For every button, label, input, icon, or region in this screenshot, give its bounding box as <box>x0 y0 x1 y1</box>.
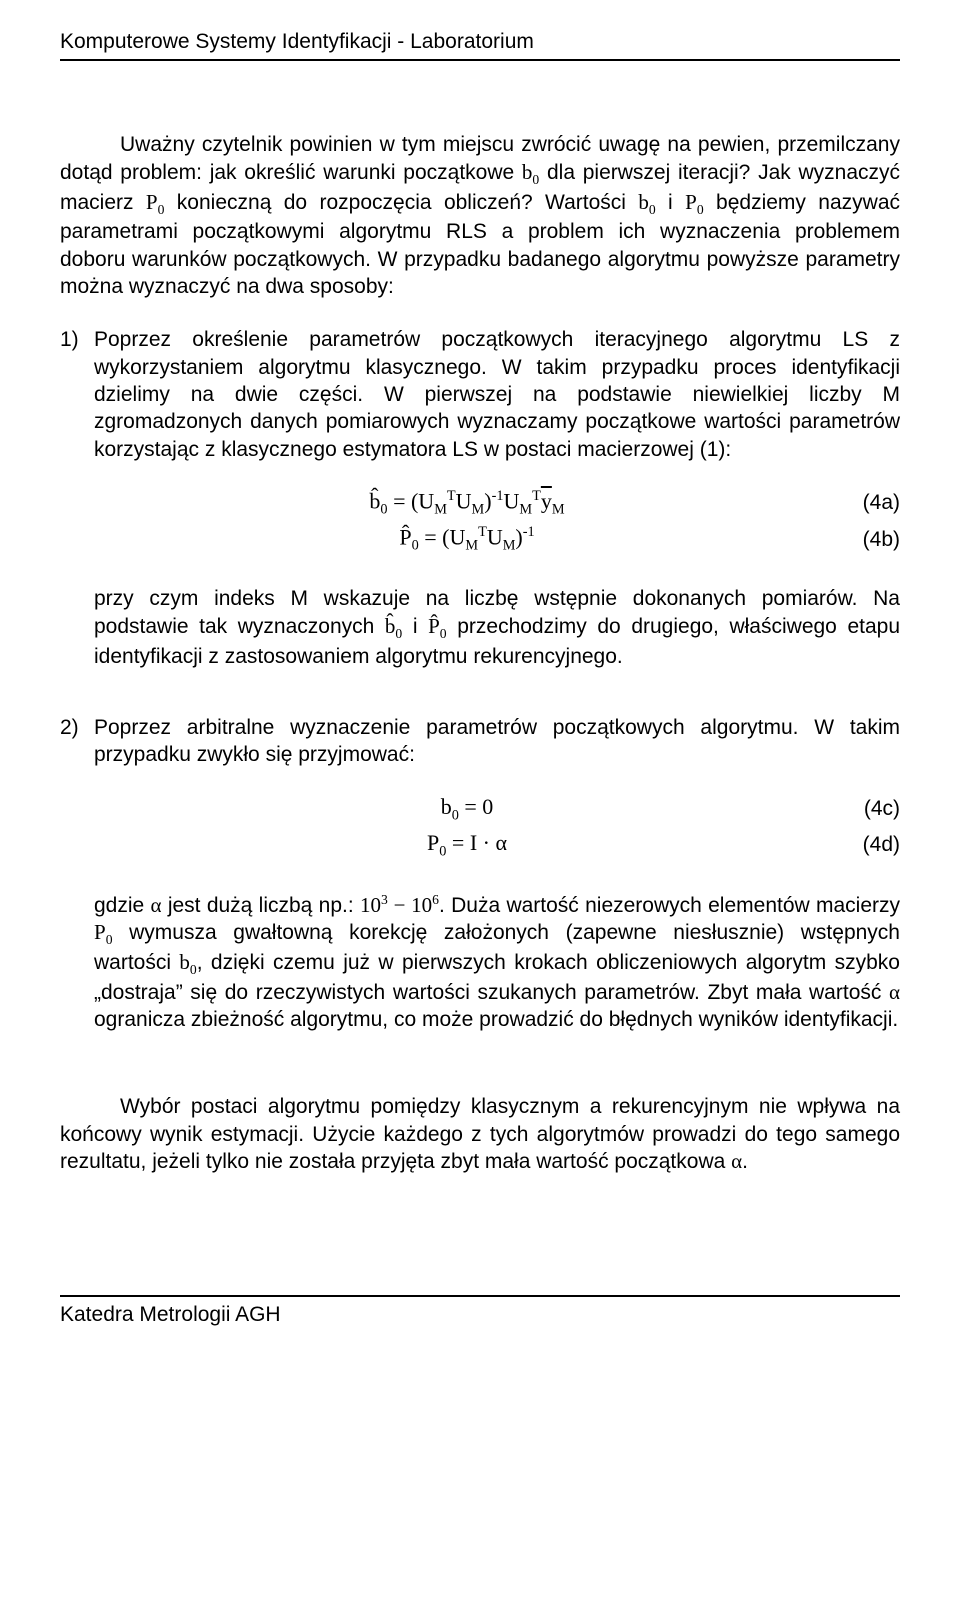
list-item-2-followup: gdzie α jest dużą liczbą np.: 103 − 106.… <box>94 891 900 1034</box>
equation-4c-label: (4c) <box>840 795 900 822</box>
footer-text: Katedra Metrologii AGH <box>60 1303 281 1326</box>
equation-4d: P0 = I · α <box>94 829 840 861</box>
equation-4d-row: P0 = I · α (4d) <box>94 829 900 861</box>
equation-4a: b̂0 = (UMTUM)-1UMTyM <box>94 487 840 519</box>
equation-4a-label: (4a) <box>840 489 900 516</box>
list-item-2: 2)Poprzez arbitralne wyznaczenie paramet… <box>94 714 900 1033</box>
list-item-1-text: Poprzez określenie parametrów początkowy… <box>94 328 900 460</box>
equation-4c-row: b0 = 0 (4c) <box>94 793 900 825</box>
equation-4b-label: (4b) <box>840 526 900 553</box>
equation-block-4ab: b̂0 = (UMTUM)-1UMTyM (4a) P̂0 = (UMTUM)-… <box>94 487 900 556</box>
equation-4d-label: (4d) <box>840 831 900 858</box>
list-number: 2) <box>60 714 94 741</box>
header-title: Komputerowe Systemy Identyfikacji - Labo… <box>60 30 534 53</box>
equation-block-4cd: b0 = 0 (4c) P0 = I · α (4d) <box>94 793 900 861</box>
page-header: Komputerowe Systemy Identyfikacji - Labo… <box>60 28 900 61</box>
list-number: 1) <box>60 326 94 353</box>
equation-4b: P̂0 = (UMTUM)-1 <box>94 523 840 555</box>
list-item-1-followup: przy czym indeks M wskazuje na liczbę ws… <box>94 585 900 670</box>
equation-4c: b0 = 0 <box>94 793 840 825</box>
equation-4b-row: P̂0 = (UMTUM)-1 (4b) <box>94 523 900 555</box>
intro-paragraph: Uważny czytelnik powinien w tym miejscu … <box>60 131 900 300</box>
page-footer: Katedra Metrologii AGH <box>60 1295 900 1328</box>
list-item-1: 1)Poprzez określenie parametrów początko… <box>94 326 900 670</box>
closing-paragraph: Wybór postaci algorytmu pomiędzy klasycz… <box>60 1093 900 1175</box>
equation-4a-row: b̂0 = (UMTUM)-1UMTyM (4a) <box>94 487 900 519</box>
list-item-2-text: Poprzez arbitralne wyznaczenie parametró… <box>94 716 900 766</box>
